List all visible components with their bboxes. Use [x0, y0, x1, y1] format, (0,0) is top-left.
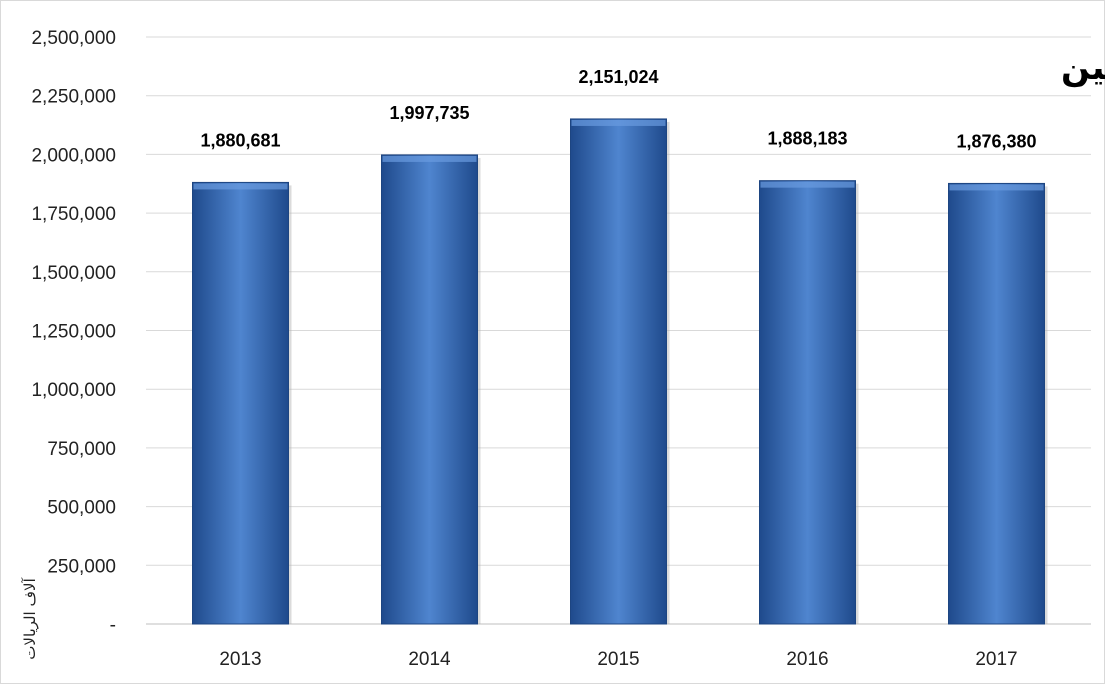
data-labels: 1,880,681 1,997,735 2,151,024 1,888,183 1,87… — [200, 67, 1036, 151]
y-tick-label: 500,000 — [47, 498, 116, 519]
data-label-2016: 1,888,183 — [767, 129, 847, 149]
y-tick-label: 250,000 — [47, 556, 116, 577]
x-axis-ticks: 2013 2014 2015 2016 2017 — [219, 649, 1017, 670]
y-axis-label: آلاف الريالات — [21, 577, 39, 659]
bar-highlight — [760, 181, 855, 188]
y-tick-label: 1,000,000 — [31, 380, 116, 401]
bar-2017 — [948, 182, 1045, 625]
data-label-2017: 1,876,380 — [956, 131, 1036, 151]
y-tick-label: 2,500,000 — [31, 28, 116, 49]
data-label-2013: 1,880,681 — [200, 130, 280, 150]
bar-highlight — [382, 155, 477, 162]
x-tick-label: 2014 — [408, 649, 451, 670]
x-tick-label: 2017 — [975, 649, 1017, 670]
y-tick-label: 1,750,000 — [31, 204, 116, 225]
y-tick-label: 2,000,000 — [31, 145, 116, 166]
x-tick-label: 2013 — [219, 649, 261, 670]
bar-2016 — [759, 180, 856, 625]
y-tick-label: 750,000 — [47, 439, 116, 460]
y-tick-label: - — [110, 615, 116, 636]
y-tick-label: 2,250,000 — [31, 87, 116, 108]
bar-2015 — [570, 118, 667, 625]
y-tick-label: 1,500,000 — [31, 263, 116, 284]
x-tick-label: 2016 — [786, 649, 828, 670]
bar-highlight — [193, 183, 288, 190]
chart-title: حقوق المساهمين — [1061, 48, 1105, 88]
bar-highlight — [571, 119, 666, 126]
bars — [192, 118, 1048, 625]
data-label-2015: 2,151,024 — [578, 67, 658, 87]
y-tick-label: 1,250,000 — [31, 322, 116, 343]
bar-2014 — [381, 154, 478, 625]
bar-highlight — [949, 184, 1044, 191]
x-tick-label: 2015 — [597, 649, 639, 670]
data-label-2014: 1,997,735 — [389, 103, 469, 123]
y-axis-ticks: - 250,000 500,000 750,000 1,000,000 1,250,000… — [31, 28, 116, 636]
bar-2013 — [192, 181, 289, 625]
